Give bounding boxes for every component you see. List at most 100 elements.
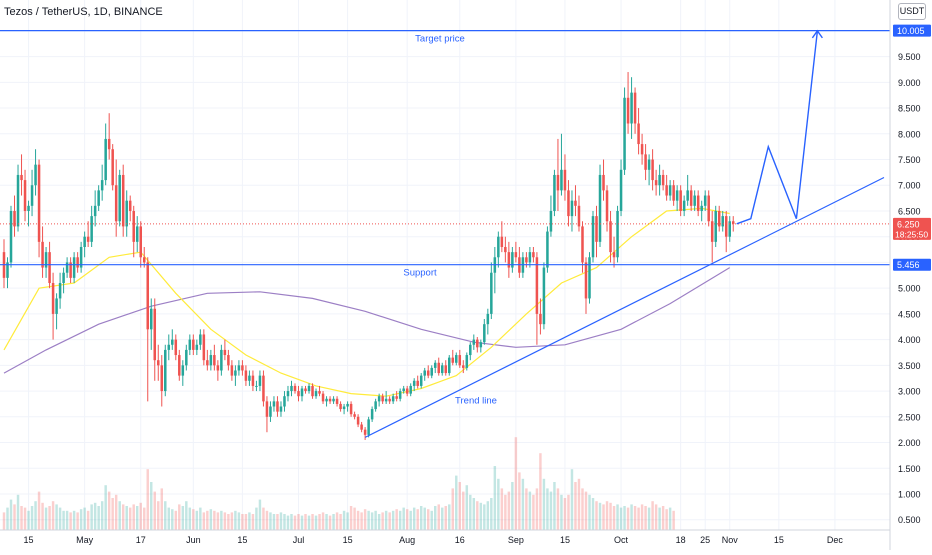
drawings[interactable]: Target price Support Trend line (0, 29, 890, 438)
volume-bar (192, 509, 195, 530)
candle-body (48, 252, 51, 284)
volume-bar (216, 512, 220, 530)
candle-body (132, 210, 135, 242)
trend-line-label: Trend line (455, 396, 497, 407)
volume-bar (528, 491, 532, 530)
volume-bar (483, 504, 486, 530)
volume-bar (668, 507, 672, 530)
ma-slow-line (3, 267, 731, 374)
candle-body (72, 257, 76, 278)
candle-body (595, 216, 598, 242)
currency-badge[interactable]: USDT (898, 3, 926, 20)
volume-bar (143, 507, 146, 530)
volume-bar (391, 510, 395, 530)
candle-body (349, 403, 353, 415)
volume-bar (574, 482, 577, 530)
candle-body (651, 159, 654, 181)
volume-bar (462, 491, 465, 530)
volume-bar (521, 478, 525, 530)
candle-body (286, 391, 290, 397)
candle-body (563, 169, 567, 191)
volume-bar (241, 514, 244, 530)
volume-bar (128, 507, 132, 530)
candle-body (276, 401, 279, 412)
volume-bar (612, 506, 616, 530)
volume-bar (318, 514, 321, 530)
volume-bar (398, 510, 402, 530)
candle-body (192, 339, 195, 350)
volume-bar (553, 482, 556, 530)
y-tick-label: 4.500 (898, 309, 921, 319)
last-price-text: 6.250 (897, 219, 920, 229)
volume-bar (434, 506, 437, 530)
support-price-tag (893, 258, 931, 271)
volume-bar (377, 514, 381, 530)
y-tick-label: 0.500 (898, 515, 921, 525)
volume-bar (13, 504, 16, 530)
volume-bar (640, 504, 644, 530)
candle-body (174, 339, 178, 356)
candle-body (104, 138, 107, 181)
volume-bar (539, 453, 542, 530)
candle-body (707, 195, 710, 222)
candle-body (6, 262, 9, 278)
candle-body (325, 398, 328, 402)
x-tick-label: Oct (614, 535, 629, 545)
candle-body (703, 195, 707, 206)
volume-bar (469, 494, 472, 530)
volume-bar (153, 491, 156, 530)
candle-body (153, 308, 157, 361)
volume-bar (258, 499, 262, 530)
volume-bar (136, 506, 139, 530)
candle-body (13, 210, 16, 227)
candle-body (178, 355, 181, 376)
candle-body (395, 396, 398, 399)
volume-bar (86, 510, 90, 530)
x-tick-label: Jun (186, 535, 201, 545)
candles (2, 72, 735, 440)
candle-body (679, 190, 682, 211)
volume-bar (93, 502, 97, 530)
candle-body (444, 365, 448, 374)
volume-bar (121, 504, 125, 530)
projection-arrowhead (811, 29, 823, 39)
volume-bar (27, 510, 30, 530)
x-tick-label: 15 (343, 535, 353, 545)
volume-bar (220, 510, 223, 530)
last-price-tag (893, 217, 931, 240)
volume-bar (479, 502, 483, 530)
volume-bar (58, 507, 62, 530)
candle-body (458, 355, 462, 366)
y-tick-label: 9.500 (898, 52, 921, 62)
x-tick-label: 15 (24, 535, 34, 545)
candle-body (272, 401, 276, 407)
volume-bar (409, 510, 412, 530)
volume-bar (567, 494, 570, 530)
volume-bar (619, 507, 623, 530)
candle-body (381, 396, 384, 402)
candle-body (609, 221, 612, 253)
volume-bar (367, 510, 370, 530)
candle-body (244, 370, 248, 381)
candle-body (409, 385, 412, 394)
volume-bar (321, 512, 325, 530)
candle-body (507, 252, 511, 268)
volume-bar (185, 501, 188, 530)
volume-bar (272, 514, 276, 530)
volume-bar (426, 509, 430, 530)
volume-bar (395, 509, 398, 530)
volume-bar (504, 494, 507, 530)
candle-body (497, 236, 500, 258)
candle-body (58, 283, 62, 299)
candle-body (69, 262, 72, 278)
volume-bar (100, 501, 104, 530)
volume-bar (65, 510, 69, 530)
volume-bar (262, 507, 265, 530)
volume-bar (654, 504, 658, 530)
candle-body (644, 154, 647, 170)
candle-body (714, 210, 717, 242)
volume-bar (237, 512, 241, 530)
candle-body (549, 210, 553, 232)
